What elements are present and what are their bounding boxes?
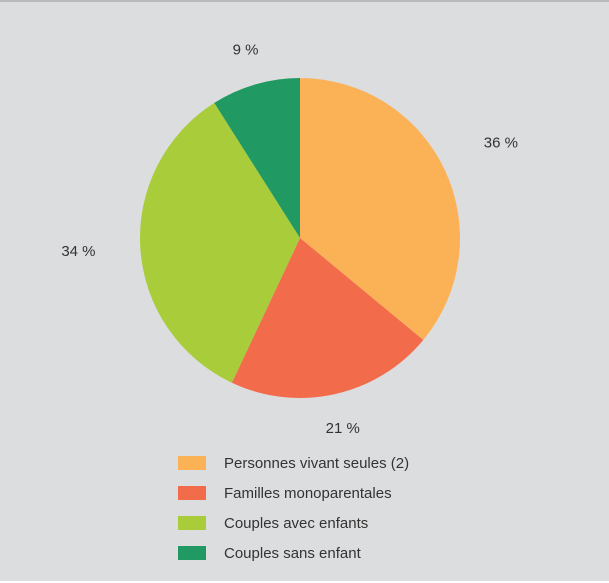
pie-slice-2 [231, 238, 424, 398]
slice-label-4: 9 % [233, 42, 259, 59]
legend: Personnes vivant seules (2) Familles mono… [178, 454, 409, 574]
legend-swatch [178, 546, 206, 560]
legend-swatch [178, 516, 206, 530]
legend-label: Couples sans enfant [224, 544, 361, 562]
slice-label-1: 36 % [484, 134, 518, 151]
legend-label: Couples avec enfants [224, 514, 369, 532]
legend-item-4: Couples sans enfant [178, 544, 409, 562]
pie-slice-1 [300, 78, 460, 340]
legend-label: Personnes vivant seules (2) [224, 454, 410, 472]
pie-slices [139, 78, 460, 398]
pie-slice-3 [139, 102, 300, 383]
legend-label: Familles monoparentales [224, 484, 392, 502]
pie-slice-4 [214, 78, 300, 238]
pie-labels: 36 % 21 % 34 % 9 % [61, 42, 518, 438]
legend-swatch [178, 486, 206, 500]
slice-label-3: 34 % [61, 243, 95, 260]
legend-swatch [178, 456, 206, 470]
legend-item-2: Familles monoparentales [178, 484, 409, 502]
legend-item-1: Personnes vivant seules (2) [178, 454, 409, 472]
slice-label-2: 21 % [326, 420, 360, 437]
legend-item-3: Couples avec enfants [178, 514, 409, 532]
